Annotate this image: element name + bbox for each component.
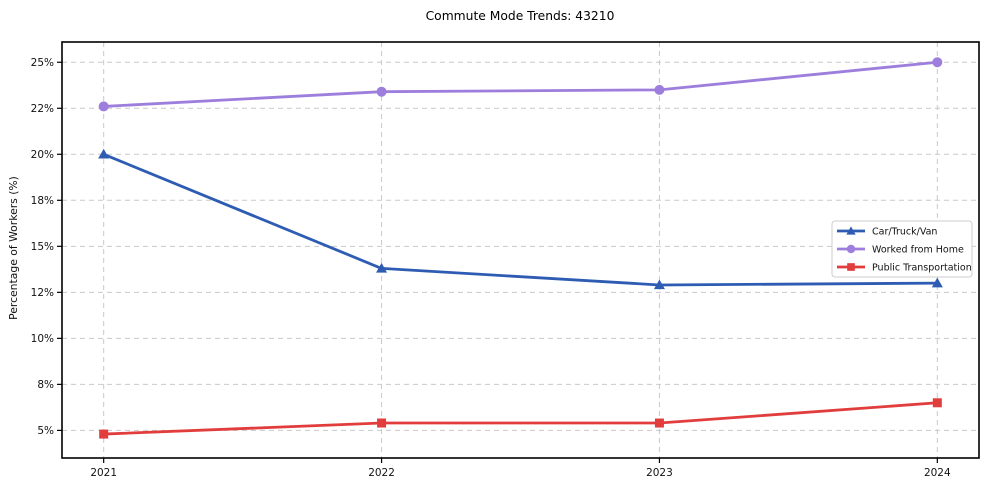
y-tick-label: 5%: [37, 425, 54, 437]
series-line: [102, 60, 939, 108]
data-point-circle: [846, 244, 856, 254]
legend-item-label: Car/Truck/Van: [872, 226, 937, 237]
y-tick-label: 18%: [31, 195, 54, 207]
series-line: [102, 401, 939, 436]
data-point-circle: [376, 86, 387, 97]
data-point-square: [99, 429, 109, 439]
series-line: [102, 152, 939, 287]
data-point-circle: [98, 101, 109, 112]
x-tick-label: 2024: [924, 467, 951, 479]
y-tick-label: 12%: [31, 287, 54, 299]
data-point-triangle: [846, 226, 856, 235]
y-tick-label: 22%: [31, 103, 54, 115]
plot-frame: [61, 41, 980, 459]
legend-box: [831, 220, 973, 278]
data-point-triangle: [931, 277, 943, 288]
y-tick-label: 10%: [31, 333, 54, 345]
x-tick-label: 2022: [368, 467, 395, 479]
data-point-circle: [654, 84, 665, 95]
x-tick-label: 2021: [90, 467, 117, 479]
data-point-triangle: [376, 262, 388, 273]
x-tick-label: 2023: [646, 467, 673, 479]
chart-canvas: 5% 8% 10% 12% 15% 18% 20% 22% 25% 2021 2022 2023 202…: [31, 41, 980, 479]
y-axis-label: Percentage of Workers (%): [7, 176, 20, 320]
chart-title: Commute Mode Trends: 43210: [426, 9, 615, 23]
legend-item-label: Public Transportation: [872, 262, 972, 273]
data-point-square: [377, 418, 387, 428]
y-tick-label: 8%: [37, 379, 54, 391]
y-tick-label: 20%: [31, 149, 54, 161]
legend-item-label: Worked from Home: [872, 244, 964, 255]
data-point-triangle: [98, 148, 110, 159]
data-point-square: [932, 398, 942, 408]
data-point-circle: [932, 57, 943, 68]
data-point-square: [847, 263, 855, 271]
y-tick-label: 25%: [31, 57, 54, 69]
data-point-triangle: [653, 279, 665, 290]
y-tick-label: 15%: [31, 241, 54, 253]
data-point-square: [654, 418, 664, 428]
